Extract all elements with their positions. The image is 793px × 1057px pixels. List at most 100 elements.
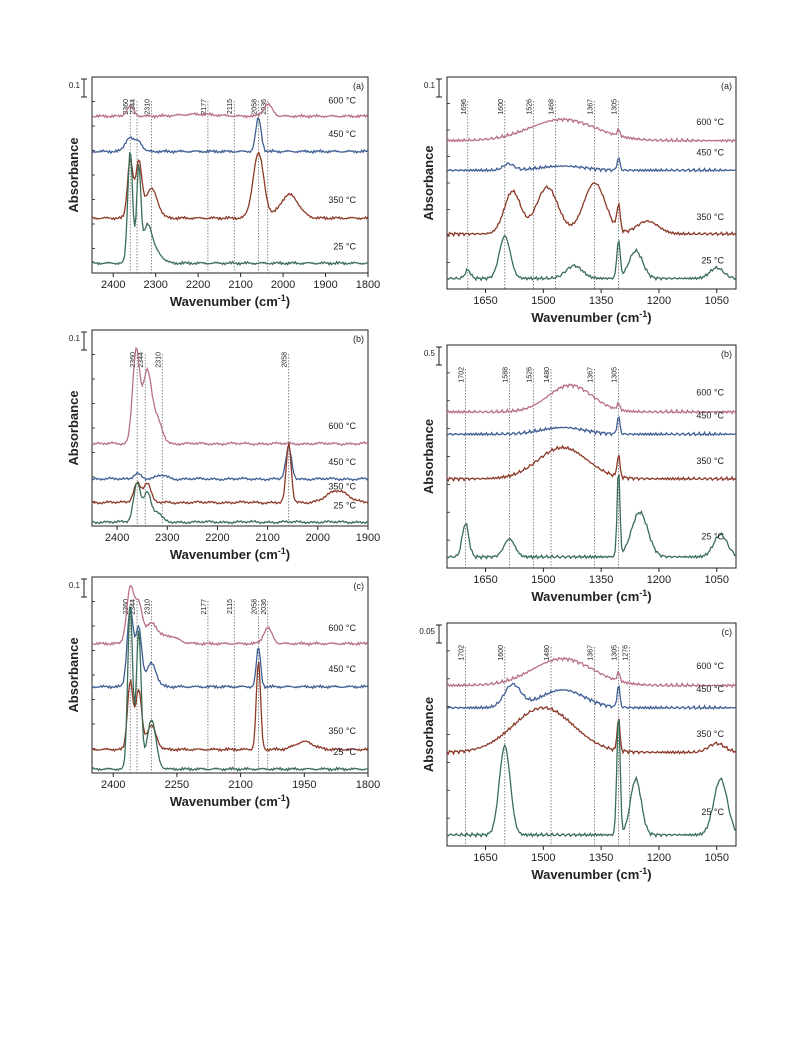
peak-marker-label: 2036 [261, 99, 268, 115]
x-tick-label: 1900 [313, 279, 337, 291]
series-line [446, 415, 737, 437]
x-tick-label: 1650 [473, 574, 497, 586]
peak-marker-label: 1305 [611, 645, 618, 661]
x-axis-label: Wavenumber (cm-1) [531, 866, 651, 882]
series-line [446, 117, 737, 144]
x-tick-label: 2400 [101, 779, 125, 791]
peak-marker-label: 1480 [544, 645, 551, 661]
x-tick-label: 2000 [306, 532, 330, 544]
peak-marker-label: 1480 [544, 367, 551, 383]
x-tick-label: 2200 [186, 279, 210, 291]
series-line [446, 682, 737, 711]
peak-marker-label: 2115 [227, 599, 234, 614]
peak-marker-label: 1468 [549, 99, 556, 115]
panel-label: (c) [722, 627, 733, 637]
series-label: 600 °C [696, 388, 724, 398]
x-tick-label: 1900 [356, 532, 380, 544]
series-line [91, 482, 369, 525]
peak-marker-label: 2360 [123, 99, 130, 115]
x-tick-label: 1350 [589, 574, 613, 586]
x-tick-label: 1350 [589, 852, 613, 864]
x-tick-label: 1650 [473, 852, 497, 864]
x-axis-label-sup: -1 [278, 546, 286, 556]
peak-marker-label: 1367 [588, 367, 595, 383]
series-line [91, 117, 369, 155]
x-axis-label-text: Wavenumber (cm [531, 867, 639, 882]
chart-panel: 1702 1588 1526 1480 1367 1305 1650 1500 1350 1200… [421, 344, 737, 604]
x-tick-label: 2300 [143, 279, 167, 291]
peak-marker-label: 1696 [461, 99, 468, 115]
series-line [446, 474, 737, 561]
series-line [446, 656, 737, 689]
x-axis-label-sup: -1 [639, 309, 647, 319]
series-label: 350 °C [696, 729, 724, 739]
series-line [91, 151, 369, 221]
x-tick-label: 2250 [165, 779, 189, 791]
peak-marker-label: 1276 [623, 645, 630, 661]
x-tick-label: 2000 [271, 279, 295, 291]
x-tick-label: 2100 [255, 532, 279, 544]
series-label: 350 °C [328, 482, 356, 492]
x-axis-label-text: Wavenumber (cm [531, 310, 639, 325]
series-label: 450 °C [328, 129, 356, 139]
x-tick-label: 1200 [647, 574, 671, 586]
x-tick-label: 1050 [704, 852, 728, 864]
x-axis-label: Wavenumber (cm-1) [170, 793, 290, 809]
peak-marker-label: 2344 [130, 599, 137, 615]
x-tick-label: 1050 [704, 574, 728, 586]
series-label: 600 °C [696, 661, 724, 671]
series-line [446, 156, 737, 173]
peak-marker-label: 1702 [458, 645, 465, 661]
x-axis-label-text: Wavenumber (cm [170, 794, 278, 809]
series-line [91, 442, 369, 506]
peak-marker-label: 1600 [498, 645, 505, 661]
x-axis-label-sup: -1 [278, 793, 286, 803]
peak-marker-label: 2058 [251, 599, 258, 615]
x-axis-label: Wavenumber (cm-1) [531, 309, 651, 325]
series-label: 25 °C [333, 241, 356, 251]
peak-marker-label: 2058 [251, 99, 258, 115]
series-line [91, 102, 369, 120]
x-axis-label-end: ) [647, 867, 651, 882]
x-tick-label: 1500 [531, 852, 555, 864]
panel-label: (c) [354, 581, 365, 591]
x-axis-label-sup: -1 [639, 588, 647, 598]
x-axis-label-sup: -1 [278, 293, 286, 303]
series-line [446, 234, 737, 282]
series-line [446, 719, 737, 838]
series-label: 350 °C [696, 212, 724, 222]
x-axis-label: Wavenumber (cm-1) [531, 588, 651, 604]
peak-marker-label: 1367 [588, 99, 595, 115]
series-label: 25 °C [333, 500, 356, 510]
peak-marker-label: 1526 [526, 99, 533, 115]
x-tick-label: 1500 [531, 295, 555, 307]
series-line [91, 584, 369, 647]
series-line [91, 151, 369, 267]
x-axis-label-text: Wavenumber (cm [531, 589, 639, 604]
series-line [91, 445, 369, 482]
peak-marker-label: 2344 [130, 99, 137, 115]
chart-panel: 1702 1600 1480 1367 1305 1276 1650 1500 1350 1200… [419, 622, 737, 882]
x-axis-label-sup: -1 [639, 866, 647, 876]
y-axis-label: Absorbance [66, 390, 81, 465]
peak-marker-label: 1367 [588, 645, 595, 661]
peak-marker-label: 2177 [201, 99, 208, 115]
scale-bar-label: 0.05 [419, 627, 435, 636]
x-tick-label: 1050 [704, 295, 728, 307]
x-tick-label: 2100 [228, 279, 252, 291]
peak-marker-label: 2036 [261, 599, 268, 615]
series-line [446, 383, 737, 415]
series-label: 450 °C [696, 147, 724, 157]
peak-marker-label: 2115 [227, 99, 234, 114]
y-axis-label: Absorbance [421, 697, 436, 772]
series-label: 450 °C [328, 664, 356, 674]
x-tick-label: 1200 [647, 852, 671, 864]
panel-label: (a) [721, 81, 732, 91]
y-axis-label: Absorbance [421, 145, 436, 220]
series-label: 450 °C [328, 457, 356, 467]
series-label: 25 °C [701, 255, 724, 265]
x-tick-label: 2400 [101, 279, 125, 291]
x-axis-label-text: Wavenumber (cm [170, 547, 278, 562]
